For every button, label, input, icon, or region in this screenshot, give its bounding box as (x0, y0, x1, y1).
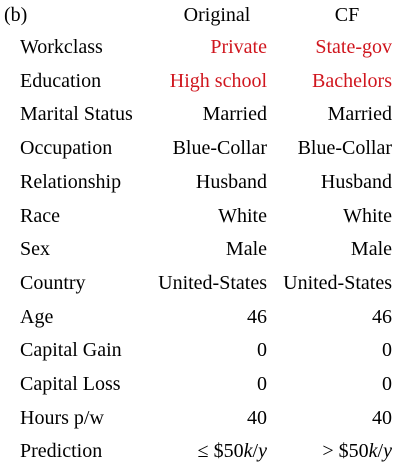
table-row: Race White White (0, 199, 412, 233)
table-row: Relationship Husband Husband (0, 165, 412, 199)
prediction-row: Prediction ≤ $50k/y > $50k/y (0, 434, 412, 468)
row-cf-value: 0 (382, 339, 392, 362)
column-header-cf: CF (334, 4, 360, 26)
row-original-value: Private (210, 36, 267, 58)
table-row: Country United-States United-States (0, 266, 412, 300)
row-label: Hours p/w (20, 406, 104, 429)
row-original-value: 46 (247, 305, 267, 328)
row-original-value: 0 (257, 339, 267, 362)
row-original-value: 0 (257, 373, 267, 395)
table-row: Sex Male Male (0, 232, 412, 266)
prediction-cf-slash: / (377, 440, 384, 462)
row-cf-value: 46 (372, 305, 392, 328)
row-cf-value: Bachelors (312, 69, 392, 92)
row-cf-value: 40 (372, 406, 392, 429)
row-label: Sex (20, 238, 50, 261)
row-label: Capital Loss (20, 373, 121, 395)
prediction-original-op: ≤ (197, 440, 209, 462)
table-row: Capital Gain 0 0 (0, 333, 412, 367)
prediction-label: Prediction (20, 440, 103, 462)
table-row: Marital Status Married Married (0, 97, 412, 131)
row-label: Age (20, 305, 54, 328)
row-original-value: Blue-Collar (172, 137, 267, 160)
row-original-value: 40 (247, 406, 267, 429)
prediction-cf-k: k (368, 440, 378, 462)
row-cf-value: Husband (320, 170, 392, 193)
row-original-value: United-States (158, 271, 267, 294)
row-original-value: Male (225, 238, 267, 261)
prediction-cf: > $50k/y (322, 434, 392, 468)
row-label: Relationship (20, 170, 122, 193)
prediction-original-amount: $50 (213, 440, 244, 462)
table-row: Occupation Blue-Collar Blue-Collar (0, 131, 412, 165)
row-cf-value: State-gov (315, 36, 392, 58)
row-original-value: White (218, 204, 267, 227)
prediction-cf-amount: $50 (338, 440, 369, 462)
row-label: Occupation (20, 137, 113, 160)
prediction-original-y: y (258, 440, 267, 462)
prediction-original: ≤ $50k/y (198, 434, 267, 468)
row-label: Marital Status (20, 103, 133, 126)
table-row: Workclass Private State-gov (0, 30, 412, 64)
prediction-cf-y: y (383, 440, 392, 462)
row-original-value: Married (202, 103, 267, 126)
row-cf-value: 0 (382, 373, 392, 395)
table-row: Education High school Bachelors (0, 64, 412, 98)
row-label: Race (20, 204, 60, 227)
table-row: Capital Loss 0 0 (0, 367, 412, 401)
prediction-original-k: k (243, 440, 253, 462)
table-row: Hours p/w 40 40 (0, 401, 412, 435)
row-original-value: Husband (195, 170, 267, 193)
row-label: Country (20, 271, 86, 294)
row-label: Education (20, 69, 102, 92)
row-cf-value: Married (327, 103, 392, 126)
row-label: Capital Gain (20, 339, 122, 362)
row-cf-value: Male (350, 238, 392, 261)
panel-tag: (b) (4, 4, 28, 26)
row-cf-value: United-States (283, 271, 392, 294)
row-cf-value: Blue-Collar (297, 137, 392, 160)
prediction-original-slash: / (252, 440, 259, 462)
row-label: Workclass (20, 36, 103, 58)
table-row: Age 46 46 (0, 300, 412, 334)
row-cf-value: White (343, 204, 392, 227)
row-original-value: High school (169, 69, 267, 92)
prediction-cf-op: > (322, 440, 334, 462)
column-header-original: Original (183, 4, 251, 26)
